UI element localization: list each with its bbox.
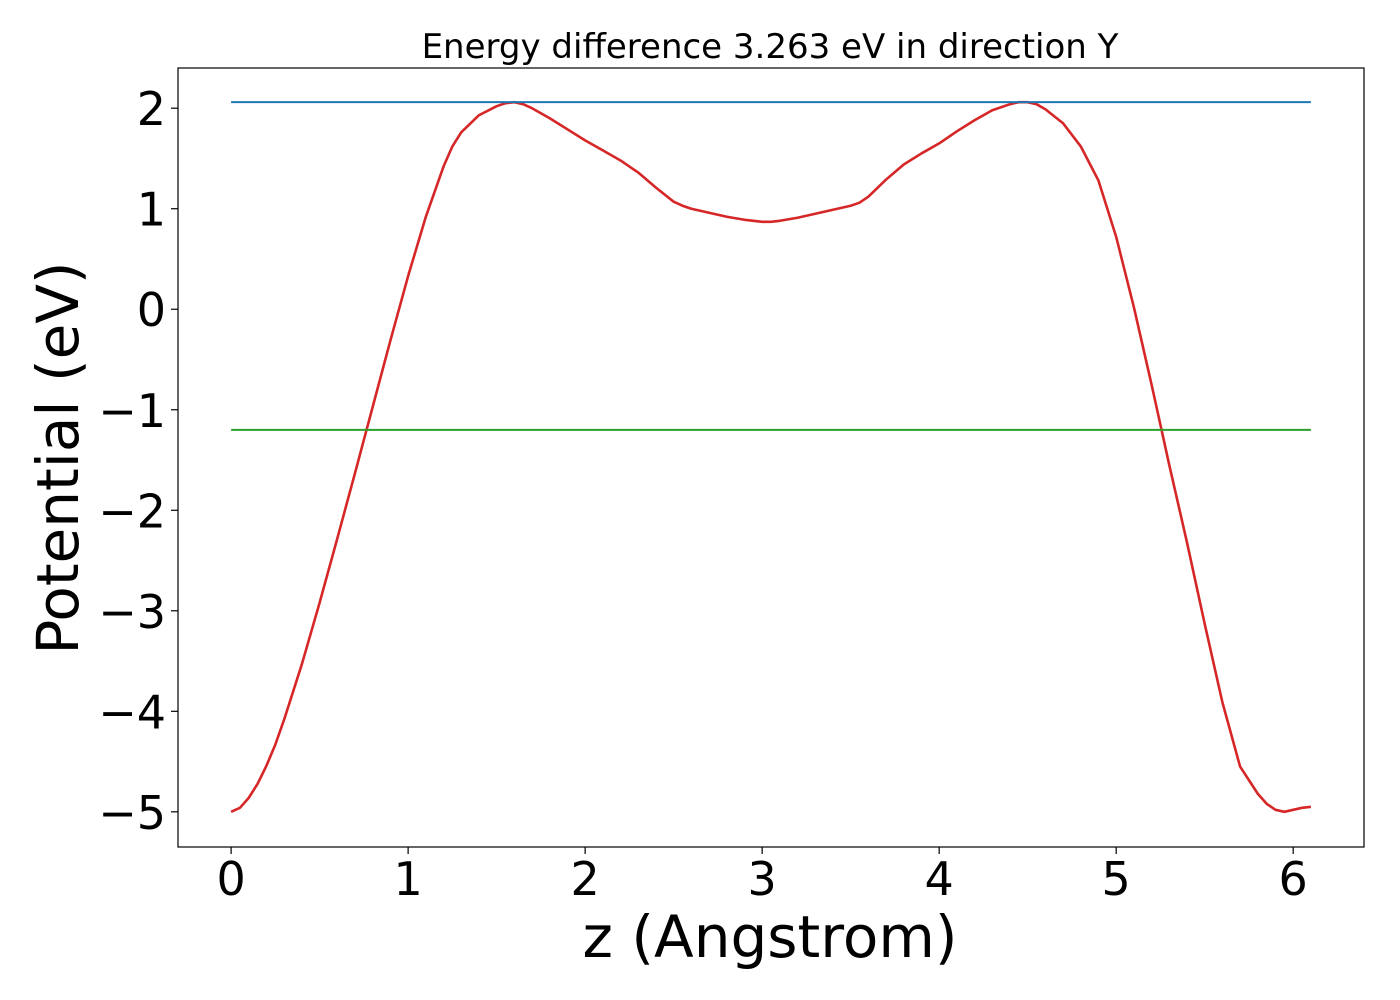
y-tick-label: 2 bbox=[137, 82, 166, 136]
y-axis-label: Potential (eV) bbox=[24, 261, 92, 654]
y-tick-label: 0 bbox=[137, 283, 166, 337]
y-tick-label: 1 bbox=[137, 183, 166, 237]
x-tick-label: 4 bbox=[925, 852, 954, 906]
y-axis: −5 −4 −3 −2 −1 0 1 2 bbox=[98, 82, 178, 840]
x-tick-label: 1 bbox=[393, 852, 422, 906]
x-axis: 0 1 2 3 4 5 6 bbox=[216, 847, 1308, 906]
y-tick-label: −4 bbox=[98, 685, 166, 739]
x-tick-label: 0 bbox=[216, 852, 245, 906]
x-axis-label: z (Angstrom) bbox=[583, 903, 958, 971]
plot-frame bbox=[177, 67, 1365, 848]
y-tick-label: −1 bbox=[98, 384, 166, 438]
x-tick-label: 3 bbox=[748, 852, 777, 906]
x-tick-label: 5 bbox=[1102, 852, 1131, 906]
chart-title: Energy difference 3.263 eV in direction … bbox=[422, 27, 1119, 67]
x-tick-label: 2 bbox=[570, 852, 599, 906]
x-tick-label: 6 bbox=[1279, 852, 1308, 906]
series-line-1 bbox=[230, 100, 1312, 814]
y-tick-label: −2 bbox=[98, 484, 166, 538]
y-tick-label: −5 bbox=[98, 786, 166, 840]
series-layer bbox=[230, 100, 1312, 814]
y-tick-label: −3 bbox=[98, 585, 166, 639]
